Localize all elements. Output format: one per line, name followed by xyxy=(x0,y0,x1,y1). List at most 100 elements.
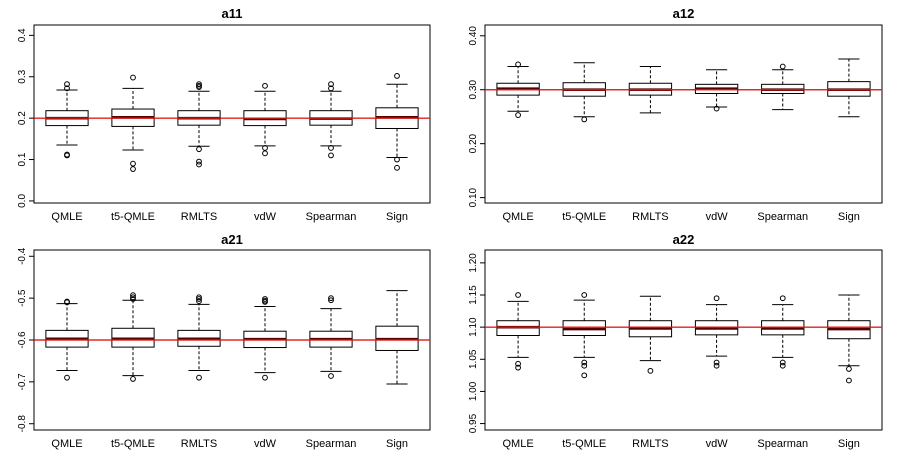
outlier-point xyxy=(262,145,268,151)
outlier-point xyxy=(515,292,521,298)
outlier-point xyxy=(130,292,136,299)
box-Spearman xyxy=(761,295,805,369)
x-tick-label: Spearman xyxy=(306,438,357,450)
outlier-point xyxy=(64,152,70,159)
y-tick-label: 0.4 xyxy=(17,28,28,42)
y-tick-label: 0.2 xyxy=(17,111,28,125)
outlier-point xyxy=(64,374,70,381)
x-tick-label: RMLTS xyxy=(181,211,217,223)
outlier-point xyxy=(196,161,202,168)
x-tick-label: QMLE xyxy=(51,211,82,223)
box-Sign xyxy=(375,73,419,171)
box-t5-QMLE xyxy=(111,74,155,172)
plot-frame xyxy=(484,249,883,431)
outlier-point xyxy=(515,364,521,371)
y-tick-label: -0.4 xyxy=(17,247,28,265)
panel-a22: a22 0.95 1.00 1.05 1.10 1.15 1.20 QMLE t5-QMLE RM… xyxy=(468,232,883,450)
x-tick-label: Sign xyxy=(838,211,860,223)
outlier-point xyxy=(130,294,136,301)
box-Sign xyxy=(827,294,871,384)
x-tick-label: Spearman xyxy=(306,211,357,223)
x-tick-label: vdW xyxy=(254,438,277,450)
x-tick-label: t5-QMLE xyxy=(562,211,606,223)
outlier-point xyxy=(196,374,202,381)
outlier-point xyxy=(515,360,521,367)
box-t5-QMLE xyxy=(562,62,606,123)
box-Sign xyxy=(375,290,419,385)
x-tick-label: RMLTS xyxy=(632,438,668,450)
panel-title: a21 xyxy=(221,232,243,247)
y-tick-label: -0.8 xyxy=(17,415,28,433)
y-tick-label: 0.1 xyxy=(17,152,28,166)
outlier-point xyxy=(713,362,720,369)
outlier-point xyxy=(130,296,136,302)
outlier-point xyxy=(846,366,852,372)
y-tick-label: 0.30 xyxy=(468,80,479,100)
box-RMLTS xyxy=(177,81,221,168)
outlier-point xyxy=(196,158,202,165)
outlier-point xyxy=(262,150,268,157)
outlier-point xyxy=(262,82,268,89)
x-tick-label: Sign xyxy=(386,438,408,450)
panel-a12: a12 0.10 0.20 0.30 0.40 QMLE t5-QMLE RMLTS vdW Sp… xyxy=(468,6,883,223)
x-tick-label: QMLE xyxy=(502,211,533,223)
outlier-point xyxy=(581,362,588,369)
outlier-point xyxy=(328,81,334,88)
x-tick-label: vdW xyxy=(254,211,277,223)
box-QMLE xyxy=(496,292,540,371)
x-tick-label: RMLTS xyxy=(181,438,217,450)
x-tick-label: QMLE xyxy=(502,438,533,450)
y-tick-label: 0.3 xyxy=(17,69,28,83)
outlier-point xyxy=(713,105,720,112)
x-tick-label: Sign xyxy=(838,438,860,450)
x-tick-label: t5-QMLE xyxy=(111,211,155,223)
outlier-point xyxy=(328,297,334,304)
box-Spearman xyxy=(309,295,353,379)
box-QMLE xyxy=(45,298,89,381)
y-tick-label: -0.6 xyxy=(17,331,28,349)
outlier-point xyxy=(262,374,268,381)
panel-title: a11 xyxy=(222,6,243,21)
outlier-point xyxy=(394,164,400,171)
x-tick-label: t5-QMLE xyxy=(562,438,606,450)
outlier-point xyxy=(647,367,654,374)
plot-frame xyxy=(33,24,431,204)
outlier-point xyxy=(262,296,268,302)
y-tick-label: 1.20 xyxy=(468,253,479,273)
box-vdW xyxy=(694,69,739,112)
outlier-point xyxy=(713,359,720,366)
outlier-point xyxy=(779,295,786,302)
panel-a11: a11 0.0 0.1 0.2 0.3 0.4 QMLE t5-QMLE RMLTS vdW Spe… xyxy=(17,6,431,223)
outlier-point xyxy=(196,146,202,153)
box-Spearman xyxy=(309,81,353,159)
y-tick-label: -0.5 xyxy=(17,289,28,307)
outlier-point xyxy=(779,362,786,369)
outlier-point xyxy=(515,112,521,118)
y-tick-label: 0.40 xyxy=(468,26,479,46)
outlier-point xyxy=(130,74,136,81)
outlier-point xyxy=(515,61,521,68)
outlier-point xyxy=(64,85,70,92)
box-vdW xyxy=(243,82,287,157)
outlier-point xyxy=(581,359,588,366)
x-tick-label: Sign xyxy=(386,211,408,223)
outlier-point xyxy=(581,372,588,379)
y-tick-label: 1.00 xyxy=(468,381,479,401)
outlier-point xyxy=(779,63,786,70)
outlier-point xyxy=(328,152,334,159)
panel-a21: a21 -0.8 -0.7 -0.6 -0.5 -0.4 QMLE t5-QMLE RMLTS v… xyxy=(17,232,431,450)
box-RMLTS xyxy=(177,294,221,381)
outlier-point xyxy=(328,145,334,151)
y-tick-label: 0.95 xyxy=(468,413,479,433)
x-tick-label: RMLTS xyxy=(632,211,668,223)
x-tick-label: Spearman xyxy=(757,211,808,223)
outlier-point xyxy=(394,73,400,79)
outlier-point xyxy=(130,160,136,167)
x-tick-label: vdW xyxy=(706,211,729,223)
box-vdW xyxy=(694,295,739,369)
box-vdW xyxy=(243,296,287,381)
x-tick-label: Spearman xyxy=(757,438,808,450)
outlier-point xyxy=(581,292,588,298)
x-tick-label: vdW xyxy=(706,438,729,450)
